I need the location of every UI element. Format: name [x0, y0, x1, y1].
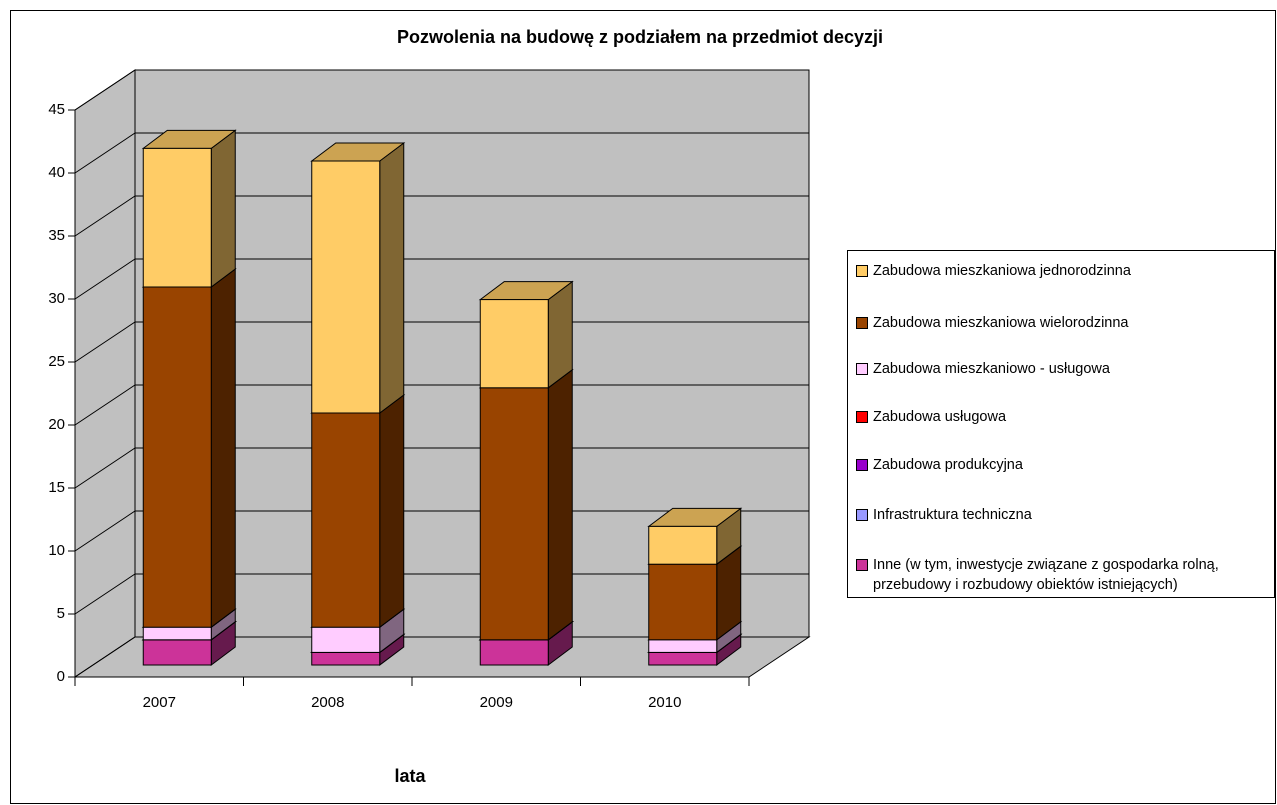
- legend-swatch: [856, 363, 868, 375]
- x-tick-label: 2009: [480, 694, 513, 711]
- legend-item: Zabudowa mieszkaniowo - usługowa: [856, 359, 1270, 379]
- legend-label: Inne (w tym, inwestycje związane z gospo…: [873, 557, 1219, 593]
- legend-item: Inne (w tym, inwestycje związane z gospo…: [856, 555, 1270, 595]
- x-axis-label: lata: [394, 766, 426, 786]
- side-wall: [74, 69, 136, 678]
- bar: [648, 651, 718, 666]
- bar: [311, 626, 381, 653]
- legend: Zabudowa mieszkaniowa jednorodzinna Zabud…: [847, 250, 1275, 598]
- bar: [648, 563, 718, 641]
- y-tick-label: 30: [48, 290, 65, 307]
- legend-label: Infrastruktura techniczna: [873, 507, 1032, 523]
- legend-swatch: [856, 265, 868, 277]
- bar: [479, 387, 549, 641]
- grid-line: [74, 573, 809, 615]
- bar: [311, 412, 381, 628]
- y-tick-label: 25: [48, 353, 65, 370]
- grid-line: [74, 636, 809, 678]
- bar: [311, 160, 381, 414]
- grid-line: [74, 510, 809, 552]
- legend-label: Zabudowa usługowa: [873, 409, 1007, 425]
- legend-swatch: [856, 459, 868, 471]
- legend-label: Zabudowa mieszkaniowa jednorodzinna: [873, 263, 1131, 279]
- legend-swatch: [856, 317, 868, 329]
- bar: [479, 299, 549, 389]
- grid-line: [74, 132, 809, 174]
- bar-side: [210, 268, 236, 629]
- bar: [142, 147, 212, 288]
- bar-side: [379, 142, 405, 414]
- y-tick-label: 20: [48, 416, 65, 433]
- bar: [648, 639, 718, 653]
- y-tick-label: 45: [48, 101, 65, 118]
- legend-item: Infrastruktura techniczna: [856, 505, 1270, 525]
- chart-title: Pozwolenia na budowę z podziałem na prze…: [397, 27, 883, 47]
- y-tick-label: 0: [57, 668, 65, 685]
- y-tick-label: 15: [48, 479, 65, 496]
- legend-item: Zabudowa mieszkaniowa wielorodzinna: [856, 313, 1270, 333]
- y-tick-label: 40: [48, 164, 65, 181]
- legend-item: Zabudowa mieszkaniowa jednorodzinna: [856, 261, 1270, 281]
- bar-side: [547, 368, 573, 641]
- bar: [142, 286, 212, 628]
- bar: [479, 639, 549, 666]
- grid-line: [74, 258, 809, 300]
- x-tick-label: 2007: [143, 694, 176, 711]
- bar-side: [379, 394, 405, 629]
- legend-item: Zabudowa usługowa: [856, 407, 1270, 427]
- legend-swatch: [856, 509, 868, 521]
- legend-label: Zabudowa produkcyjna: [873, 457, 1023, 473]
- bar: [648, 525, 718, 565]
- legend-item: Zabudowa produkcyjna: [856, 455, 1270, 475]
- x-tick-label: 2010: [648, 694, 681, 711]
- grid-line: [74, 447, 809, 489]
- grid-line: [74, 69, 809, 111]
- legend-swatch: [856, 559, 868, 571]
- y-tick-label: 10: [48, 542, 65, 559]
- x-tick-label: 2008: [311, 694, 344, 711]
- bar-side: [547, 280, 573, 389]
- y-tick-label: 5: [57, 605, 65, 622]
- bar: [142, 639, 212, 666]
- grid-line: [74, 321, 809, 363]
- bar: [142, 626, 212, 641]
- legend-swatch: [856, 411, 868, 423]
- bar: [311, 651, 381, 666]
- grid-line: [74, 195, 809, 237]
- y-tick-label: 35: [48, 227, 65, 244]
- legend-label: Zabudowa mieszkaniowa wielorodzinna: [873, 315, 1129, 331]
- grid-line: [74, 384, 809, 426]
- bar-side: [210, 129, 236, 288]
- legend-label: Zabudowa mieszkaniowo - usługowa: [873, 361, 1110, 377]
